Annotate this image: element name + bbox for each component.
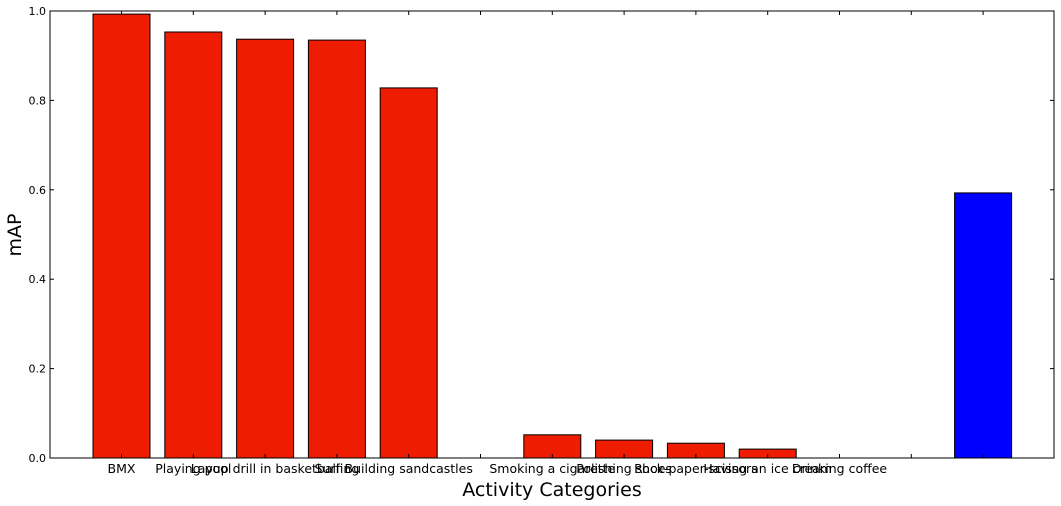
y-tick-label-2: 0.4 bbox=[29, 273, 47, 286]
bar-0 bbox=[93, 14, 150, 458]
category-label-10: Drinking coffee bbox=[792, 461, 888, 476]
bar-1 bbox=[165, 32, 222, 458]
bar-4 bbox=[380, 88, 437, 458]
bars-group bbox=[93, 14, 1012, 458]
y-tick-label-4: 0.8 bbox=[29, 94, 47, 107]
y-tick-label-5: 1.0 bbox=[29, 5, 47, 18]
bar-3 bbox=[308, 40, 365, 458]
y-axis-title: mAP bbox=[4, 214, 26, 257]
category-label-0: BMX bbox=[108, 461, 136, 476]
y-tick-label-0: 0.0 bbox=[29, 452, 47, 465]
category-label-4: Building sandcastles bbox=[345, 461, 473, 476]
y-tick-label-1: 0.2 bbox=[29, 363, 47, 376]
bar-12 bbox=[955, 193, 1012, 458]
y-tick-label-3: 0.6 bbox=[29, 184, 47, 197]
x-axis-title: Activity Categories bbox=[462, 479, 642, 501]
bar-2 bbox=[237, 39, 294, 458]
